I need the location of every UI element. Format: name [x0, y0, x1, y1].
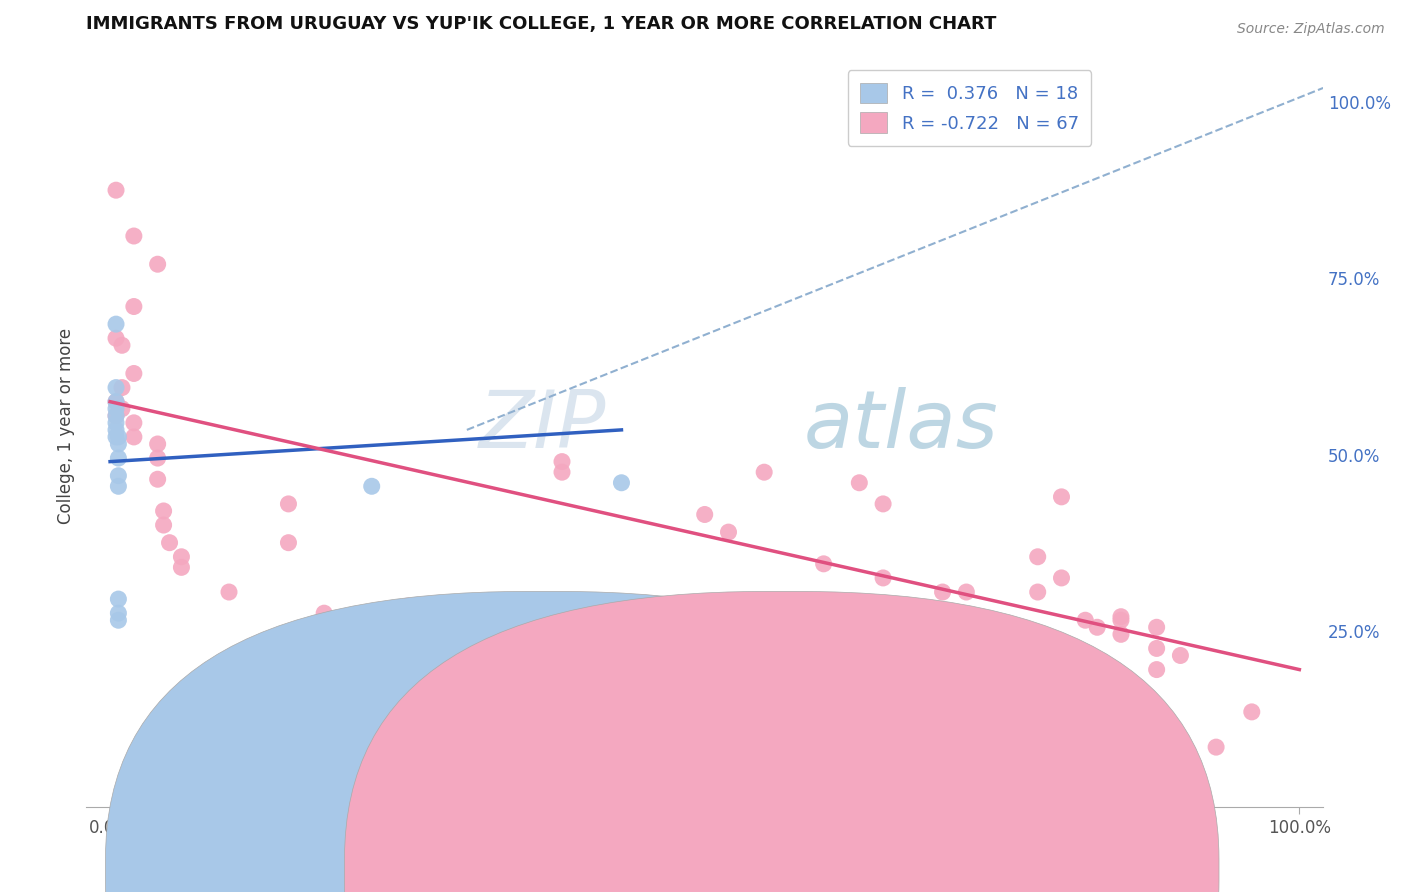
- Point: [1050, 571, 1073, 585]
- Point: [152, 504, 174, 518]
- Point: [105, 183, 128, 197]
- Point: [122, 367, 145, 381]
- Point: [872, 620, 894, 634]
- Point: [813, 620, 835, 634]
- Point: [515, 656, 537, 670]
- Point: [105, 409, 128, 423]
- Point: [931, 585, 953, 599]
- Point: [105, 401, 128, 416]
- Point: [551, 465, 574, 479]
- Point: [122, 430, 145, 444]
- Text: Yup'ik: Yup'ik: [808, 861, 856, 879]
- Point: [1109, 627, 1132, 641]
- Point: [717, 525, 740, 540]
- Point: [515, 670, 537, 684]
- Point: [146, 257, 169, 271]
- Point: [105, 430, 128, 444]
- Point: [146, 472, 169, 486]
- Point: [991, 656, 1014, 670]
- Point: [107, 468, 129, 483]
- Point: [146, 437, 169, 451]
- Point: [122, 300, 145, 314]
- Point: [634, 648, 657, 663]
- Point: [105, 394, 128, 409]
- Point: [111, 381, 134, 395]
- Point: [107, 437, 129, 451]
- Point: [955, 585, 977, 599]
- Point: [152, 518, 174, 533]
- Text: ZIP: ZIP: [478, 387, 606, 466]
- Point: [1050, 490, 1073, 504]
- Point: [105, 394, 128, 409]
- Point: [218, 585, 240, 599]
- Point: [551, 454, 574, 468]
- Text: atlas: atlas: [804, 387, 998, 466]
- Point: [1074, 613, 1097, 627]
- Point: [1146, 663, 1168, 677]
- Point: [111, 338, 134, 352]
- Point: [107, 592, 129, 607]
- Point: [159, 535, 181, 549]
- Point: [105, 331, 128, 345]
- Point: [1240, 705, 1263, 719]
- Point: [107, 613, 129, 627]
- Point: [1146, 620, 1168, 634]
- Point: [396, 599, 419, 614]
- Point: [1205, 740, 1227, 755]
- Point: [1085, 620, 1108, 634]
- Point: [1109, 613, 1132, 627]
- Point: [754, 648, 776, 663]
- Point: [872, 641, 894, 656]
- Point: [1026, 549, 1049, 564]
- Point: [146, 451, 169, 466]
- Point: [170, 549, 193, 564]
- Point: [277, 497, 299, 511]
- Point: [122, 229, 145, 244]
- Point: [105, 381, 128, 395]
- Point: [111, 401, 134, 416]
- Point: [107, 451, 129, 466]
- Text: IMMIGRANTS FROM URUGUAY VS YUP'IK COLLEGE, 1 YEAR OR MORE CORRELATION CHART: IMMIGRANTS FROM URUGUAY VS YUP'IK COLLEG…: [86, 15, 997, 33]
- Point: [610, 475, 633, 490]
- Text: Source: ZipAtlas.com: Source: ZipAtlas.com: [1237, 22, 1385, 37]
- Point: [848, 475, 870, 490]
- Point: [789, 663, 811, 677]
- Point: [336, 648, 359, 663]
- Point: [1109, 609, 1132, 624]
- Point: [107, 430, 129, 444]
- Point: [669, 648, 692, 663]
- Point: [1026, 585, 1049, 599]
- Point: [693, 508, 716, 522]
- Point: [107, 479, 129, 493]
- Point: [872, 571, 894, 585]
- Text: Immigrants from Uruguay: Immigrants from Uruguay: [569, 861, 785, 879]
- Point: [105, 423, 128, 437]
- Point: [456, 609, 478, 624]
- Point: [314, 606, 336, 620]
- Point: [634, 599, 657, 614]
- Point: [122, 416, 145, 430]
- Point: [813, 557, 835, 571]
- Point: [1146, 641, 1168, 656]
- Point: [1170, 648, 1192, 663]
- Point: [872, 497, 894, 511]
- Point: [105, 317, 128, 331]
- Point: [105, 409, 128, 423]
- Point: [107, 606, 129, 620]
- Point: [105, 416, 128, 430]
- Point: [360, 479, 382, 493]
- Legend: R =  0.376   N = 18, R = -0.722   N = 67: R = 0.376 N = 18, R = -0.722 N = 67: [848, 70, 1091, 146]
- Y-axis label: College, 1 year or more: College, 1 year or more: [58, 328, 75, 524]
- Point: [754, 465, 776, 479]
- Point: [837, 638, 859, 652]
- Point: [170, 560, 193, 574]
- Point: [277, 535, 299, 549]
